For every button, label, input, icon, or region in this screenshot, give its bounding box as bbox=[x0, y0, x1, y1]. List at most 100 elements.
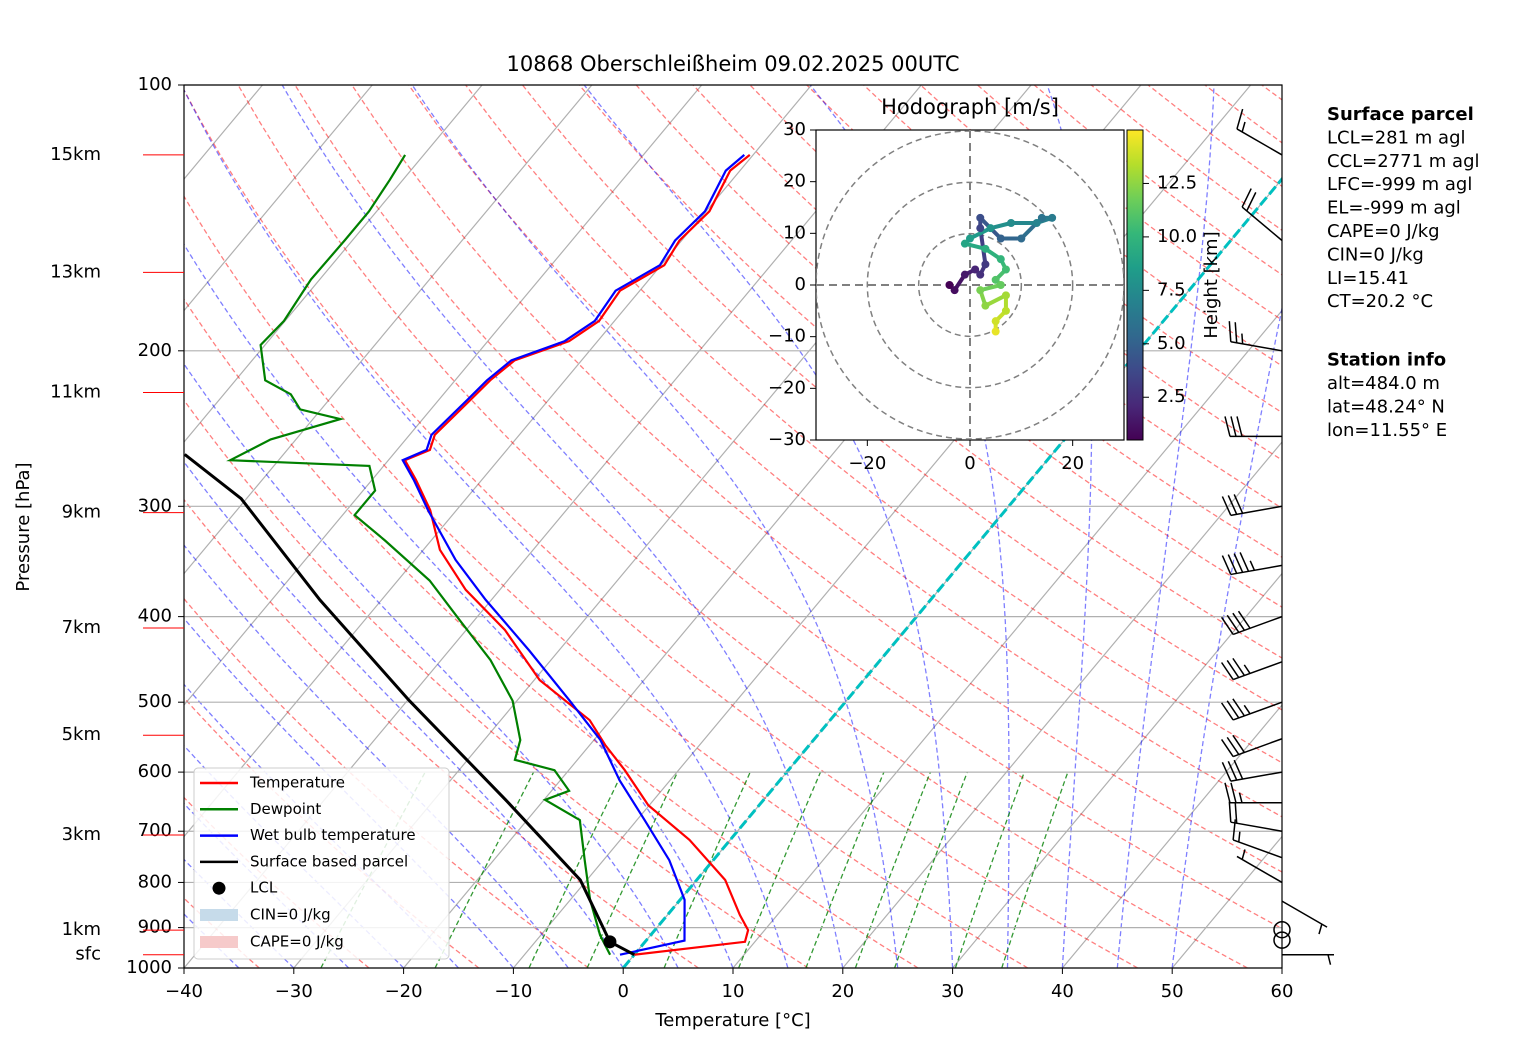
barb-staff bbox=[1232, 661, 1283, 681]
colorbar-tick-label: 2.5 bbox=[1157, 386, 1186, 407]
barb-feather bbox=[1234, 322, 1238, 343]
legend-box bbox=[193, 767, 450, 960]
wind-barb bbox=[1228, 801, 1283, 832]
barb-feather bbox=[1224, 782, 1231, 803]
colorbar-tick-label: 10.0 bbox=[1157, 226, 1197, 247]
wind-barb bbox=[1220, 610, 1283, 636]
dry-adiabat bbox=[184, 399, 809, 968]
y-axis-label: Pressure [hPa] bbox=[13, 462, 34, 591]
wind-barb bbox=[1224, 416, 1282, 438]
y-tick-label: 600 bbox=[138, 761, 172, 782]
colorbar-tick-label: 12.5 bbox=[1157, 172, 1197, 193]
info-line: CAPE=0 J/kg bbox=[1327, 221, 1440, 242]
hodograph-point bbox=[1001, 306, 1010, 315]
profile-line bbox=[184, 453, 636, 957]
height-label: sfc bbox=[75, 944, 101, 965]
calm-circle bbox=[1273, 931, 1291, 949]
hodograph-point bbox=[996, 234, 1005, 243]
info-title: Surface parcel bbox=[1327, 104, 1474, 125]
moist-adiabat bbox=[184, 544, 569, 968]
dry-adiabat bbox=[184, 195, 1029, 968]
barb-feather bbox=[1226, 700, 1240, 719]
isotherm bbox=[184, 85, 593, 575]
wind-barbs bbox=[1220, 108, 1334, 965]
freezing-isotherm bbox=[622, 176, 1282, 968]
isotherm bbox=[184, 85, 703, 706]
moist-adiabat bbox=[281, 85, 844, 968]
barb-feather bbox=[1232, 819, 1237, 840]
isotherm bbox=[184, 85, 483, 443]
isotherm bbox=[184, 85, 373, 312]
info-line: CIN=0 J/kg bbox=[1327, 244, 1424, 265]
y-tick-label: 900 bbox=[138, 917, 172, 938]
height-label: 7km bbox=[62, 617, 101, 638]
barb-half bbox=[1241, 849, 1246, 860]
barb-half bbox=[1243, 704, 1251, 715]
hodograph-point bbox=[981, 301, 990, 310]
moist-adiabat bbox=[184, 460, 624, 968]
barb-staff bbox=[1236, 128, 1283, 156]
colorbar-tick-label: 7.5 bbox=[1157, 279, 1186, 300]
legend-swatch bbox=[200, 936, 238, 948]
calm-circle bbox=[1273, 920, 1291, 939]
colorbar-label: Height [km] bbox=[1201, 231, 1222, 338]
barb-staff bbox=[1230, 821, 1283, 832]
barb-half bbox=[1318, 923, 1323, 935]
mixing-ratio-line bbox=[528, 771, 624, 968]
moist-adiabat bbox=[184, 362, 679, 968]
barb-staff bbox=[1230, 505, 1283, 517]
legend-label: LCL bbox=[250, 879, 278, 897]
profile-line bbox=[401, 154, 746, 956]
barb-half bbox=[1241, 333, 1244, 344]
height-label: 9km bbox=[62, 502, 101, 523]
barb-feather bbox=[1220, 616, 1234, 635]
barb-feather bbox=[1220, 702, 1234, 721]
barb-feather bbox=[1236, 416, 1243, 437]
wind-barb bbox=[1236, 108, 1283, 156]
legend-label: CAPE=0 J/kg bbox=[250, 933, 344, 951]
barb-feather bbox=[1226, 736, 1240, 755]
y-tick-label: 20 bbox=[783, 171, 806, 192]
barb-feather bbox=[1236, 108, 1244, 130]
barb-feather bbox=[1239, 552, 1250, 572]
barb-feather bbox=[1237, 610, 1251, 629]
legend-swatch bbox=[212, 881, 226, 895]
y-tick-label: 0 bbox=[795, 274, 806, 295]
barb-staff bbox=[1230, 564, 1283, 576]
wind-barb bbox=[1241, 188, 1283, 242]
info-line: LCL=281 m agl bbox=[1327, 127, 1466, 148]
x-tick-label: −40 bbox=[165, 981, 203, 1002]
hodograph-point bbox=[1001, 291, 1010, 300]
hodograph-point bbox=[960, 239, 969, 248]
hodograph-point bbox=[1017, 234, 1026, 243]
barb-feather bbox=[1226, 614, 1240, 633]
barb-feather bbox=[1233, 553, 1244, 573]
profile-line bbox=[226, 154, 612, 956]
barb-feather bbox=[1220, 739, 1234, 757]
height-label: 3km bbox=[62, 824, 101, 845]
barb-half bbox=[1238, 792, 1243, 803]
wind-barb bbox=[1221, 552, 1283, 576]
barb-feather bbox=[1230, 416, 1237, 437]
barb-feather bbox=[1232, 657, 1246, 676]
wind-barb bbox=[1228, 321, 1283, 352]
y-tick-label: 1000 bbox=[126, 957, 172, 978]
barb-half bbox=[1241, 121, 1246, 133]
y-tick-label: 200 bbox=[138, 340, 172, 361]
y-tick-label: 30 bbox=[783, 119, 806, 140]
wind-barb bbox=[1282, 953, 1334, 965]
legend-label: Dewpoint bbox=[250, 800, 321, 818]
barb-staff bbox=[1281, 900, 1328, 928]
info-line: lon=11.55° E bbox=[1327, 420, 1447, 441]
barb-half bbox=[1327, 954, 1332, 965]
barb-feather bbox=[1224, 416, 1231, 437]
hodograph-point bbox=[1048, 213, 1057, 222]
lcl-marker bbox=[603, 935, 617, 949]
info-line: lat=48.24° N bbox=[1327, 396, 1445, 417]
x-tick-label: 10 bbox=[722, 981, 745, 1002]
profile-line bbox=[403, 154, 751, 956]
hodograph-point bbox=[981, 244, 990, 253]
hodograph: Hodograph [m/s] Height [km] −20 0 20 −30 −20… bbox=[768, 95, 1222, 474]
